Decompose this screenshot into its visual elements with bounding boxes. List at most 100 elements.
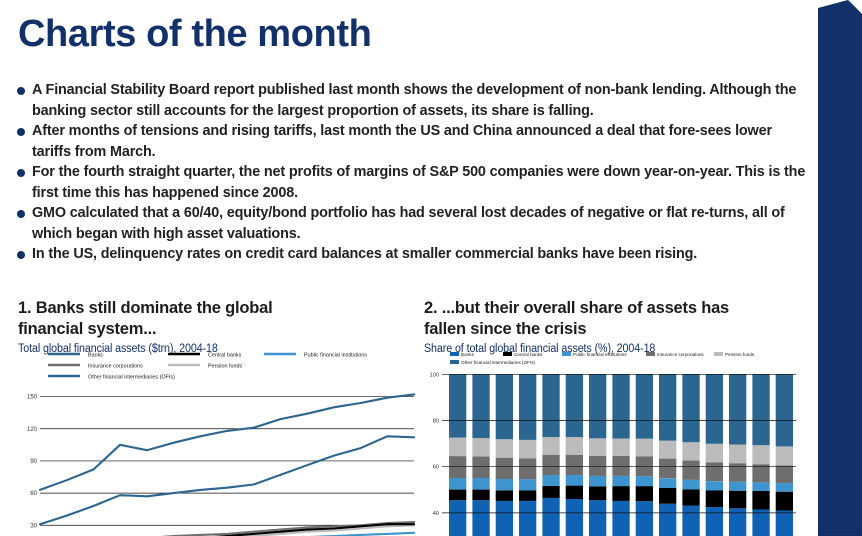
chart-1-title-line1: 1. Banks still dominate the global — [18, 299, 273, 317]
chart-1-plot: 150 120 90 60 30 Banks Central banks Public fi… — [18, 350, 418, 536]
bar-segment — [705, 443, 723, 463]
bar-segment — [495, 374, 513, 440]
bar-segment — [589, 500, 607, 536]
bar-segment — [752, 482, 770, 491]
legend-label: Public financial institutions — [304, 352, 367, 358]
bar-segment — [449, 478, 467, 490]
bar-segment — [589, 455, 607, 476]
chart-1-series — [38, 393, 416, 536]
page-title: Charts of the month — [18, 13, 372, 55]
bar-segment — [705, 374, 723, 444]
legend-swatch — [450, 352, 459, 356]
bar-segment — [612, 455, 630, 476]
legend-label: Banks — [88, 352, 103, 358]
bar-segment — [729, 481, 747, 491]
bar-segment — [775, 510, 793, 536]
bar-segment — [495, 490, 513, 501]
y-tick-label: 40 — [433, 511, 439, 517]
chart-2-legend: Banks Central banks Public financial insti… — [450, 352, 755, 365]
bar-segment — [589, 374, 607, 439]
bar-segment — [519, 439, 537, 459]
bar-segment — [729, 444, 747, 464]
chart-2-title-line1: 2. ...but their overall share of assets … — [424, 299, 730, 317]
chart-2-bars — [449, 374, 793, 536]
bar-segment — [542, 437, 560, 455]
bar-segment — [565, 475, 583, 486]
bar-segment — [775, 446, 793, 466]
bar-segment — [752, 464, 770, 483]
chart-2-svg: 100 80 60 40 Banks Central banks Public finan… — [430, 352, 796, 536]
bar-segment — [449, 437, 467, 457]
series-line-other-financial-intermediaries-ofis — [38, 435, 416, 526]
bullet-list: A Financial Stability Board report publi… — [16, 80, 814, 265]
bar-segment — [495, 457, 513, 479]
content-area: Charts of the month A Financial Stabilit… — [0, 13, 818, 536]
bar-segment — [472, 478, 490, 490]
bar-segment — [705, 507, 723, 536]
bar-segment — [589, 486, 607, 501]
bar-segment — [519, 458, 537, 480]
bar-segment — [519, 500, 537, 536]
bar-segment — [589, 438, 607, 456]
chart-1-title-line2: financial system... — [18, 320, 157, 338]
bar-segment — [775, 465, 793, 484]
bar-segment — [542, 374, 560, 438]
bar-segment — [612, 374, 630, 439]
bar-segment — [659, 488, 677, 504]
bar-segment — [752, 445, 770, 465]
bar-segment — [612, 500, 630, 536]
bar-segment — [705, 481, 723, 491]
legend-label: Pension funds — [208, 363, 242, 369]
bar-segment — [775, 483, 793, 492]
legend-swatch — [450, 360, 459, 364]
series-line-insurance-corporations — [160, 521, 416, 536]
bullet-item: GMO calculated that a 60/40, equity/bond… — [16, 203, 814, 244]
right-decorative-rail-inner — [819, 1, 861, 535]
legend-label: Public financial institutions — [573, 352, 627, 357]
bar-segment — [495, 478, 513, 491]
bar-segment — [705, 462, 723, 482]
bar-segment — [449, 489, 467, 501]
chart-1-y-axis-labels: 150 120 90 60 30 — [27, 395, 38, 530]
bar-segment — [635, 476, 653, 487]
bar-segment — [612, 486, 630, 501]
bar-segment — [635, 486, 653, 502]
bar-segment — [612, 438, 630, 456]
bar-segment — [542, 454, 560, 475]
bar-segment — [659, 503, 677, 536]
bar-segment — [472, 500, 490, 536]
bar-segment — [589, 475, 607, 487]
chart-2-y-axis-labels: 100 80 60 40 — [430, 372, 439, 517]
chart-panel-2: 2. ...but their overall share of assets … — [424, 298, 818, 536]
bar-segment — [519, 479, 537, 491]
chart-2-title: 2. ...but their overall share of assets … — [424, 298, 818, 340]
bar-segment — [682, 460, 700, 480]
bar-segment — [542, 497, 560, 536]
y-tick-label: 90 — [30, 459, 37, 465]
y-tick-label: 80 — [433, 419, 439, 425]
bar-segment — [729, 490, 747, 509]
series-line-central-banks — [213, 523, 416, 536]
bar-segment — [659, 478, 677, 488]
legend-swatch — [646, 352, 655, 356]
bar-segment — [565, 499, 583, 536]
charts-row: 1. Banks still dominate the global finan… — [0, 298, 818, 536]
bar-segment — [729, 463, 747, 482]
bar-segment — [542, 475, 560, 486]
legend-label: Other financial intermediaries (OFIs) — [88, 374, 175, 380]
chart-2-subtitle: Share of total global financial assets (… — [424, 343, 656, 355]
bar-segment — [565, 374, 583, 438]
legend-swatch — [503, 352, 512, 356]
bar-segment — [752, 491, 770, 510]
bar-segment — [682, 374, 700, 443]
bar-segment — [635, 374, 653, 439]
bar-segment — [449, 374, 467, 438]
bar-segment — [565, 485, 583, 499]
y-tick-label: 150 — [27, 395, 38, 401]
bullet-item: For the fourth straight quarter, the net… — [16, 162, 814, 203]
bar-segment — [635, 456, 653, 477]
bar-segment — [472, 374, 490, 439]
bar-segment — [519, 490, 537, 501]
bar-segment — [659, 374, 677, 441]
chart-2-plot: 100 80 60 40 Banks Central banks Public finan… — [424, 350, 818, 536]
